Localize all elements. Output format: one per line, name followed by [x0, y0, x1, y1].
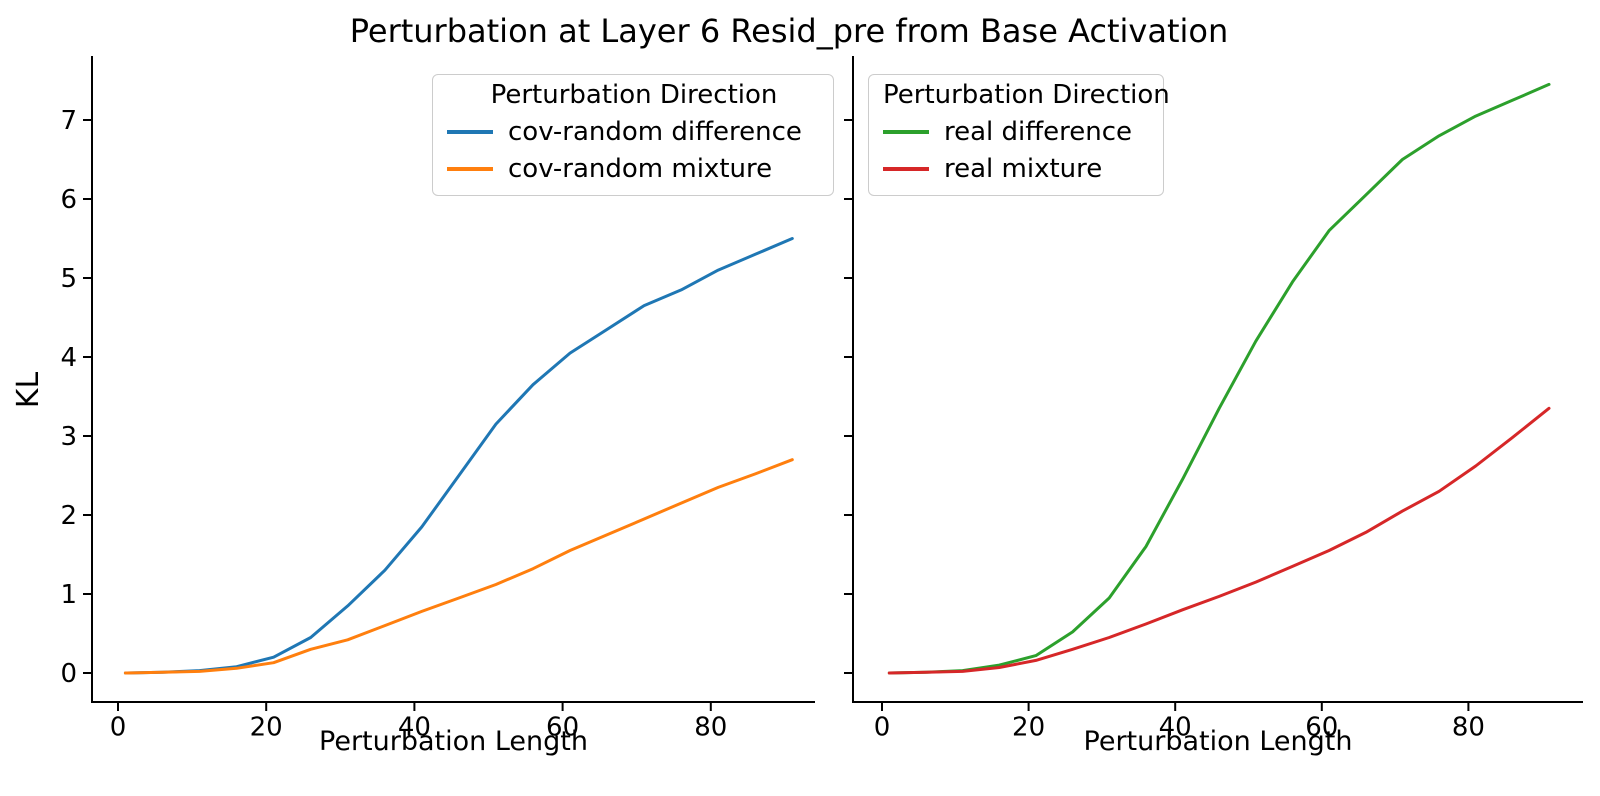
x-tick-label: 20	[250, 712, 283, 742]
x-tick-label: 0	[874, 712, 891, 742]
legend-title: Perturbation Direction	[490, 80, 778, 110]
x-tick-label: 0	[110, 712, 127, 742]
x-tick-label: 40	[398, 712, 431, 742]
line-series-real-mixture	[887, 406, 1551, 675]
line-series-cov-random-mixture	[123, 458, 794, 675]
y-tick-label: 3	[60, 422, 77, 452]
y-tick-label: 4	[60, 343, 77, 373]
x-tick-label: 20	[1012, 712, 1045, 742]
legend-label: cov-random difference	[508, 116, 802, 147]
line-series-real-difference	[887, 82, 1551, 675]
legend-title: Perturbation Direction	[883, 80, 1170, 110]
x-tick-label: 80	[694, 712, 727, 742]
legend-left: Perturbation Direction cov-random differ…	[432, 74, 834, 196]
legend-item: real difference	[883, 113, 1151, 150]
x-axis-label-left: Perturbation Length	[319, 726, 588, 757]
figure-title: Perturbation at Layer 6 Resid_pre from B…	[349, 12, 1229, 50]
legend-line-swatch	[447, 129, 493, 134]
x-tick-label: 80	[1452, 712, 1485, 742]
x-tick-label: 60	[546, 712, 579, 742]
y-tick-label: 7	[60, 106, 77, 136]
legend-label: real difference	[944, 116, 1133, 147]
legend-item: cov-random difference	[447, 113, 821, 150]
legend-item: real mixture	[883, 150, 1151, 187]
y-axis-label: KL	[11, 371, 46, 409]
x-axis-label-right: Perturbation Length	[1083, 726, 1353, 757]
y-tick-label: 0	[60, 659, 77, 689]
y-tick-label: 1	[60, 580, 77, 610]
legend-label: real mixture	[944, 153, 1103, 184]
line-series-cov-random-difference	[123, 237, 794, 675]
legend-line-swatch	[883, 129, 929, 134]
y-tick-label: 6	[60, 185, 77, 215]
x-tick-label: 40	[1159, 712, 1192, 742]
legend-label: cov-random mixture	[508, 153, 773, 184]
legend-item: cov-random mixture	[447, 150, 821, 187]
legend-line-swatch	[447, 166, 493, 171]
legend-right: Perturbation Direction real difference r…	[868, 74, 1170, 196]
y-tick-label: 2	[60, 501, 77, 531]
x-tick-label: 60	[1305, 712, 1338, 742]
y-tick-label: 5	[60, 264, 77, 294]
legend-line-swatch	[883, 166, 929, 171]
